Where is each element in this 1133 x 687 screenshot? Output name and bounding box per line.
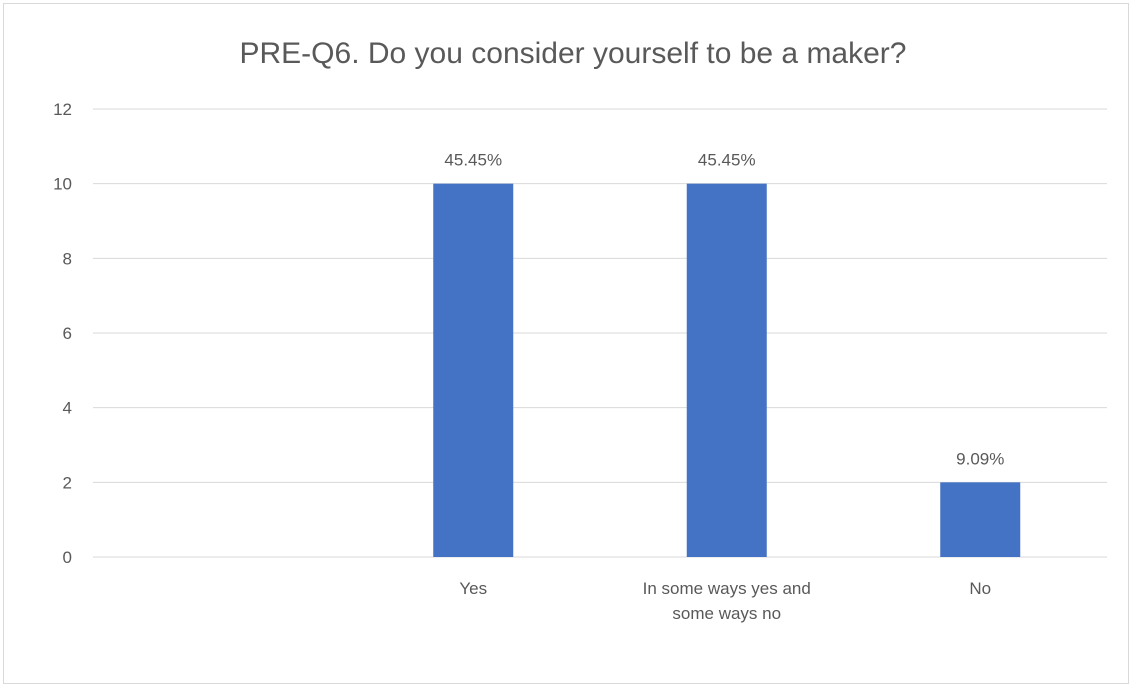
x-tick-label: some ways no [672,604,781,623]
gridlines [93,108,1107,558]
y-tick-label: 6 [63,324,72,343]
y-tick-label: 10 [53,175,72,194]
y-tick-label: 0 [63,548,72,567]
y-tick-label: 2 [63,473,72,492]
data-labels: 45.45% 45.45% 9.09% [444,151,1004,469]
x-tick-label: In some ways yes and [643,579,811,598]
y-axis-ticks: 0 2 4 6 8 10 12 [53,100,72,567]
bar-4 [940,482,1021,557]
x-tick-label: Yes [459,579,487,598]
bars [433,183,1021,557]
data-label: 9.09% [956,449,1004,468]
y-tick-label: 12 [53,100,72,119]
bar-3 [686,183,767,557]
y-tick-label: 8 [63,249,72,268]
chart-title: PRE-Q6. Do you consider yourself to be a… [240,37,907,70]
y-tick-label: 4 [63,399,72,418]
x-axis-ticks: Yes In some ways yes and some ways no No [459,579,991,623]
data-label: 45.45% [698,151,756,170]
x-tick-label: No [969,579,991,598]
data-label: 45.45% [444,151,502,170]
chart-area [3,3,1129,684]
bar-2 [433,183,514,557]
